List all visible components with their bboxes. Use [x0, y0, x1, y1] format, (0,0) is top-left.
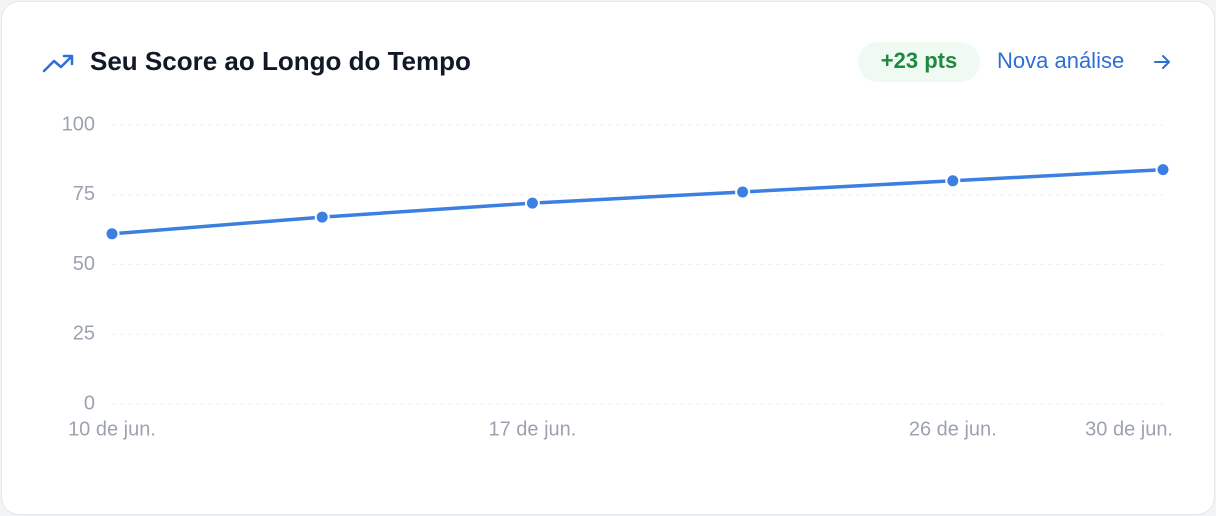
score-line [111, 167, 1164, 236]
data-point [1155, 162, 1171, 178]
y-tick-label: 100 [62, 113, 95, 135]
link-text[interactable]: Nova análise [997, 48, 1124, 73]
score-badge: +23 pts [881, 48, 957, 73]
data-point [735, 184, 751, 200]
link-arrow[interactable] [1154, 55, 1170, 69]
x-tick-label: 17 de jun. [488, 418, 576, 440]
y-tick-label: 0 [84, 392, 95, 414]
card-title: Seu Score ao Longo do Tempo [90, 46, 471, 76]
x-tick-label: 30 de jun. [1085, 418, 1173, 440]
new-analysis-link[interactable]: Nova análise [997, 48, 1170, 73]
trend-icon [42, 54, 74, 73]
y-tick-label: 25 [73, 323, 95, 345]
y-tick-label: 75 [73, 183, 95, 205]
x-tick-label: 26 de jun. [909, 418, 997, 440]
data-point [945, 173, 961, 189]
data-point [104, 226, 120, 242]
x-tick-label: 10 de jun. [68, 418, 156, 440]
badge-bg [858, 42, 980, 82]
y-tick-label: 50 [73, 253, 95, 275]
data-point [524, 195, 540, 211]
data-point [314, 209, 330, 225]
